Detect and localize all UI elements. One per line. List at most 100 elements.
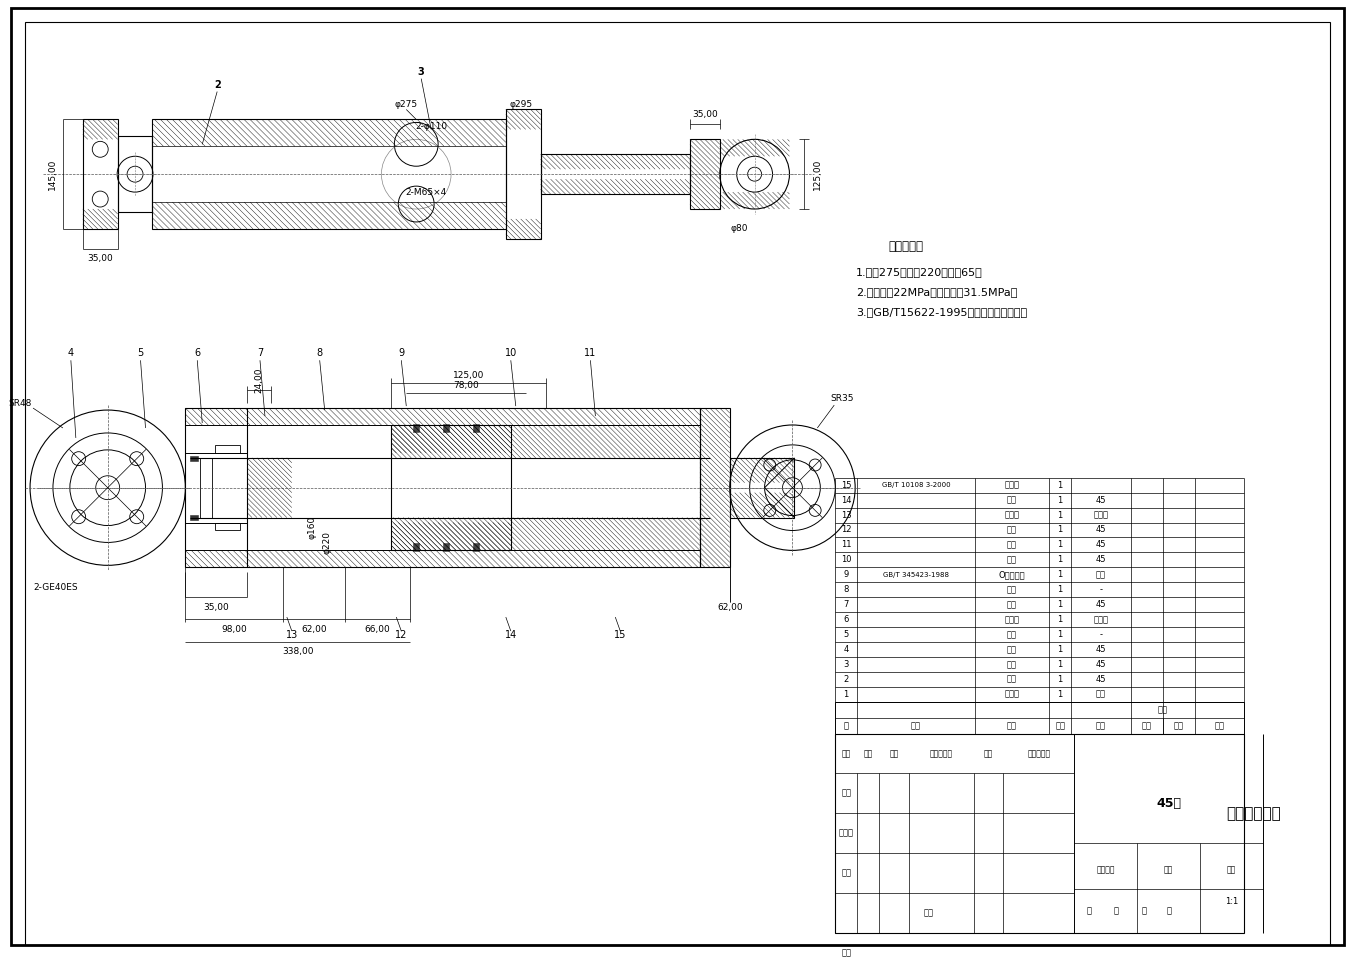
Text: 3.按GB/T15622-1995检验合格方可出厂。: 3.按GB/T15622-1995检验合格方可出厂。: [856, 306, 1027, 317]
Text: -: -: [1099, 586, 1103, 594]
Text: 35,00: 35,00: [87, 255, 112, 263]
Text: 活塞杆: 活塞杆: [1093, 511, 1108, 520]
Text: 10: 10: [504, 348, 516, 358]
Text: φ160: φ160: [308, 516, 316, 539]
Text: 2-φ110: 2-φ110: [415, 122, 447, 131]
Text: 缸体: 缸体: [1007, 645, 1016, 654]
Bar: [215, 445, 240, 453]
Bar: [541, 154, 690, 194]
Text: 1: 1: [1057, 541, 1062, 549]
Text: 1: 1: [1057, 630, 1062, 639]
Text: 338,00: 338,00: [282, 648, 313, 657]
Text: 代号: 代号: [911, 721, 921, 730]
Text: 35,00: 35,00: [203, 603, 229, 612]
Text: 8: 8: [317, 348, 322, 358]
Text: 145,00: 145,00: [49, 159, 57, 189]
Text: 阶段标记: 阶段标记: [1096, 865, 1115, 875]
Text: 1: 1: [1057, 555, 1062, 565]
Text: 3: 3: [417, 67, 424, 77]
Text: 盖板: 盖板: [1007, 555, 1016, 565]
Bar: [413, 544, 419, 551]
Text: 端板: 端板: [1007, 496, 1016, 504]
Bar: [413, 424, 419, 432]
Text: 2.工作压力22MPa，试验压力31.5MPa；: 2.工作压力22MPa，试验压力31.5MPa；: [856, 287, 1018, 297]
Text: SR48: SR48: [8, 399, 31, 408]
Text: 12: 12: [841, 525, 851, 535]
Bar: [690, 140, 720, 209]
Text: 张: 张: [1167, 906, 1171, 915]
Text: 45钢: 45钢: [1156, 797, 1182, 810]
Text: 45: 45: [1096, 600, 1106, 610]
Text: 2: 2: [214, 79, 221, 90]
Text: 12: 12: [396, 630, 408, 640]
Text: 总计: 总计: [1173, 721, 1184, 730]
Text: 66,00: 66,00: [364, 625, 390, 634]
Text: 防尘圈: 防尘圈: [1004, 480, 1019, 490]
Text: 张: 张: [1114, 906, 1118, 915]
Text: 45: 45: [1096, 525, 1106, 535]
Text: 125,00: 125,00: [453, 370, 484, 380]
Text: 油管: 油管: [1007, 586, 1016, 594]
Bar: [118, 136, 153, 212]
Text: 13: 13: [286, 630, 298, 640]
Text: 1: 1: [1057, 690, 1062, 699]
Bar: [190, 456, 198, 461]
Text: 1: 1: [1057, 525, 1062, 535]
Text: 审核: 审核: [841, 868, 851, 878]
Text: φ80: φ80: [730, 225, 748, 234]
Text: 标准化: 标准化: [839, 829, 854, 837]
Text: 分区: 分区: [889, 749, 898, 758]
Text: 更改文件号: 更改文件号: [930, 749, 953, 758]
Text: 6: 6: [844, 615, 848, 624]
Text: 1: 1: [1057, 570, 1062, 579]
Text: 45: 45: [1096, 645, 1106, 654]
Text: 10: 10: [841, 555, 851, 565]
Text: 35,00: 35,00: [692, 110, 718, 119]
Text: 1: 1: [1057, 480, 1062, 490]
Text: 5: 5: [844, 630, 848, 639]
Text: 活塞杆: 活塞杆: [1004, 511, 1019, 520]
Text: 24,00: 24,00: [255, 367, 263, 393]
Text: 1: 1: [1057, 660, 1062, 669]
Text: 5: 5: [137, 348, 144, 358]
Text: 1: 1: [1057, 645, 1062, 654]
Text: 13: 13: [841, 511, 851, 520]
Text: 45: 45: [1096, 660, 1106, 669]
Bar: [443, 424, 449, 432]
Text: 年、月、日: 年、月、日: [1027, 749, 1050, 758]
Text: 125,00: 125,00: [813, 159, 822, 189]
Text: 1: 1: [844, 690, 848, 699]
Text: 数量: 数量: [1056, 721, 1065, 730]
Text: 7: 7: [844, 600, 848, 610]
Text: 单件: 单件: [1157, 705, 1168, 714]
Bar: [835, 733, 1244, 932]
Text: 45: 45: [1096, 541, 1106, 549]
Bar: [392, 425, 511, 550]
Text: 油管: 油管: [1007, 630, 1016, 639]
Text: 1: 1: [1057, 586, 1062, 594]
Text: 62,00: 62,00: [301, 625, 327, 634]
Bar: [473, 424, 478, 432]
Bar: [730, 457, 794, 518]
Text: -: -: [1099, 630, 1103, 639]
Text: 1: 1: [1057, 600, 1062, 610]
Text: 前盖: 前盖: [1007, 660, 1016, 669]
Text: 11: 11: [584, 348, 596, 358]
Text: SR35: SR35: [831, 393, 854, 403]
Text: 45: 45: [1096, 675, 1106, 684]
Text: 14: 14: [841, 496, 851, 504]
Text: 工艺: 工艺: [841, 948, 851, 957]
Text: 7: 7: [257, 348, 263, 358]
Text: φ220: φ220: [322, 531, 331, 554]
Text: 批准: 批准: [924, 908, 934, 917]
Text: GB/T 10108 3-2000: GB/T 10108 3-2000: [882, 482, 950, 488]
Bar: [835, 701, 1244, 733]
Bar: [473, 544, 478, 551]
Text: 付件: 付件: [1007, 541, 1016, 549]
Text: 橡胶: 橡胶: [1096, 690, 1106, 699]
Text: 防尘圈: 防尘圈: [1004, 690, 1019, 699]
Text: 45: 45: [1096, 555, 1106, 565]
Text: 标记: 标记: [841, 749, 851, 758]
Text: 设计: 设计: [841, 789, 851, 798]
Text: 1: 1: [1057, 511, 1062, 520]
